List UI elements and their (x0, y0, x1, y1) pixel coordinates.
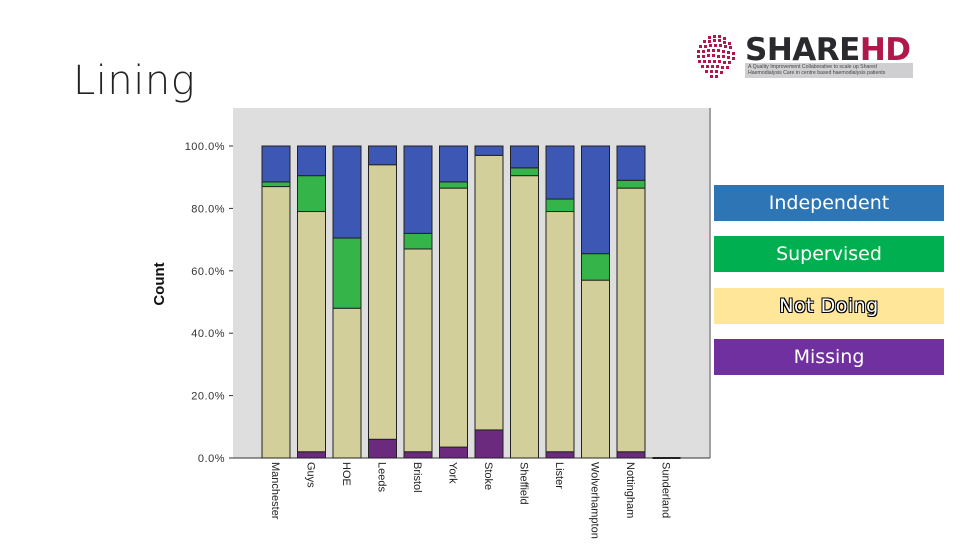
bar-segment-missing (545, 451, 575, 459)
bar-segment-independent (297, 145, 326, 177)
bar-segment-supervised (545, 198, 575, 213)
x-category-label: Manchester (269, 462, 281, 520)
bar-segment-not-doing (439, 187, 468, 448)
chart: 0.0% 20.0% 40.0% 60.0% 80.0% 100.0% Count Manc… (148, 108, 713, 540)
bar-segment-missing (616, 451, 646, 459)
bar-segment-independent (368, 145, 397, 166)
bar-segment-missing (368, 438, 397, 459)
bar-segment-supervised (332, 237, 362, 309)
y-axis-label: Count (151, 262, 168, 305)
x-category-label: Lister (553, 462, 565, 489)
bar-segment-independent (581, 145, 610, 255)
bar-segment-missing (297, 451, 326, 459)
bar-segment-not-doing (510, 175, 539, 459)
sharehd-logo-icon (697, 35, 735, 78)
bar-segment-not-doing (261, 186, 291, 459)
bar-segment-supervised (261, 181, 291, 188)
legend-label-independent: Independent (768, 192, 890, 214)
x-category-label: Stoke (482, 462, 494, 490)
legend-label-missing: Missing (793, 346, 865, 368)
bar-segment-supervised (510, 167, 539, 177)
bar-segment-independent (403, 145, 433, 234)
legend-item-not-doing: Not Doing (714, 288, 944, 324)
bar-segment-not-doing (616, 187, 646, 453)
logo-hd: HD (859, 32, 911, 68)
x-category-label: Sunderland (660, 462, 672, 518)
logo-wordmark: SHAREHD (745, 32, 911, 68)
x-category-label: HOE (340, 462, 352, 486)
x-category-label: Guys (305, 462, 317, 488)
x-category-label: Sheffield (518, 462, 530, 505)
bar-segment-independent (261, 145, 291, 183)
y-tick-label: 40.0% (191, 328, 225, 340)
logo-tagline: A Quality Improvement Collaborative to s… (745, 63, 913, 78)
bar-segment-not-doing (332, 307, 362, 459)
x-category-label: Wolverhampton (589, 462, 601, 539)
bar-segment-missing (439, 446, 468, 459)
y-tick-label: 20.0% (191, 391, 225, 403)
x-category-label: Bristol (411, 462, 423, 493)
y-tick-label: 0.0% (198, 453, 225, 465)
bar-segment-independent (616, 145, 646, 181)
bar-segment-missing (474, 429, 504, 459)
bar-segment-independent (332, 145, 362, 239)
bar-segment-not-doing (581, 279, 610, 459)
slide-title: Lining (73, 58, 196, 104)
legend-item-supervised: Supervised (714, 236, 944, 272)
bar-segment-independent (510, 145, 539, 169)
y-tick-label: 100.0% (185, 141, 225, 153)
bar-segment-independent (474, 145, 504, 156)
x-category-label: Nottingham (624, 462, 636, 518)
bar-segment-not-doing (368, 164, 397, 440)
bar-segment-not-doing (297, 211, 326, 453)
legend-label-supervised: Supervised (776, 243, 882, 265)
bar-segment-supervised (403, 232, 433, 250)
y-tick-label: 60.0% (191, 266, 225, 278)
bar-segment-supervised (616, 179, 646, 189)
stacked-bar-chart: 0.0% 20.0% 40.0% 60.0% 80.0% 100.0% Count Manc… (151, 108, 711, 539)
bar-segment-independent (439, 145, 468, 183)
bar-segment-independent (545, 145, 575, 200)
x-category-label: York (447, 462, 459, 484)
sharehd-logo: SHAREHD A Quality Improvement Collaborat… (690, 30, 920, 82)
y-tick-label: 80.0% (191, 203, 225, 215)
bar-segment-supervised (439, 181, 468, 189)
legend-item-independent: Independent (714, 185, 944, 221)
bar-segment-supervised (297, 175, 326, 213)
logo-share: SHARE (745, 32, 860, 68)
legend-item-missing: Missing (714, 339, 944, 375)
bar-segment-not-doing (545, 211, 575, 453)
legend-label-not-doing: Not Doing (779, 295, 879, 317)
bar-segment-supervised (581, 253, 610, 281)
bar-segment-missing (403, 451, 433, 459)
bar-segment-not-doing (474, 154, 504, 431)
bar-segment-not-doing (403, 248, 433, 453)
x-category-label: Leeds (376, 462, 388, 492)
